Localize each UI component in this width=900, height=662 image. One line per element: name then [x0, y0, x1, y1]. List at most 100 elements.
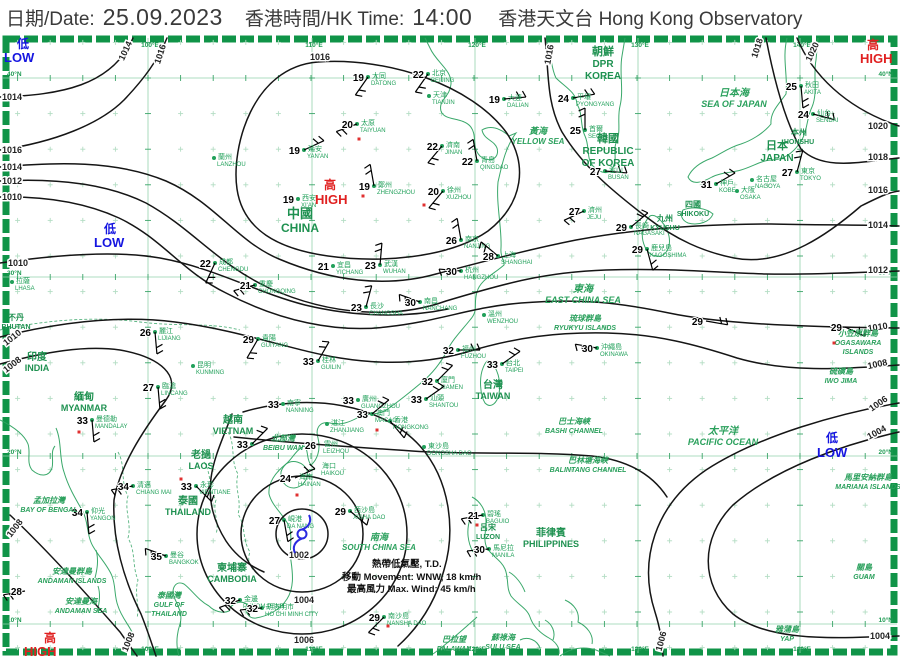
- svg-text:FUZHOU: FUZHOU: [461, 354, 486, 360]
- svg-text:BANGKOK: BANGKOK: [169, 560, 199, 566]
- svg-text:北京: 北京: [432, 68, 446, 77]
- svg-text:峴港: 峴港: [288, 514, 302, 523]
- svg-text:NAGASAKI: NAGASAKI: [634, 231, 665, 237]
- svg-text:YANGON: YANGON: [90, 516, 116, 522]
- svg-text:HANGZHOU: HANGZHOU: [464, 275, 498, 281]
- svg-text:曼谷: 曼谷: [170, 550, 184, 559]
- svg-text:28: 28: [11, 587, 23, 598]
- svg-text:LEIZHOU: LEIZHOU: [323, 449, 349, 455]
- isobar-value-1016: 1016: [542, 44, 555, 65]
- svg-text:22: 22: [427, 142, 439, 153]
- svg-text:XI'AN: XI'AN: [301, 203, 316, 209]
- svg-text:泰國灣: 泰國灣: [157, 591, 183, 600]
- svg-text:老撾: 老撾: [190, 448, 211, 461]
- svg-text:BEIBU WAN: BEIBU WAN: [263, 445, 304, 452]
- isobar-value-1010: 1010: [2, 192, 22, 202]
- svg-text:KAGOSHIMA: KAGOSHIMA: [650, 253, 686, 259]
- sea-label-ogasawara: 小笠原群島 OGASAWARA ISLANDS: [835, 329, 882, 356]
- svg-text:19: 19: [353, 73, 365, 84]
- svg-text:太平洋: 太平洋: [707, 425, 740, 437]
- date-value: 25.09.2023: [102, 4, 223, 30]
- svg-text:HONSHU: HONSHU: [784, 139, 814, 146]
- svg-text:24: 24: [280, 474, 292, 485]
- svg-text:SEOUL: SEOUL: [588, 134, 609, 140]
- svg-text:SHANTOU: SHANTOU: [429, 403, 458, 409]
- svg-text:SULU SEA: SULU SEA: [485, 644, 520, 651]
- svg-text:蘇祿海: 蘇祿海: [490, 633, 517, 642]
- svg-text:名古屋: 名古屋: [756, 174, 777, 183]
- svg-text:33: 33: [303, 357, 315, 368]
- country-label-shikoku: 四國 SHIKOKU: [677, 200, 709, 218]
- svg-text:OF KOREA: OF KOREA: [582, 158, 635, 169]
- svg-text:本州: 本州: [790, 127, 807, 137]
- svg-text:四國: 四國: [685, 200, 701, 209]
- svg-text:溫州: 溫州: [488, 309, 502, 318]
- svg-text:29: 29: [831, 323, 843, 334]
- isobar-value-1004: 1004: [294, 595, 314, 605]
- svg-text:大連: 大連: [508, 93, 522, 102]
- svg-text:30: 30: [446, 267, 458, 278]
- svg-text:北部灣: 北部灣: [271, 434, 297, 443]
- svg-text:拉薩: 拉薩: [16, 276, 30, 285]
- isobars: 1014 1016 1014 1012 1010 1010 1010 1008 1014 1016…: [0, 36, 900, 657]
- svg-text:40°N: 40°N: [878, 70, 893, 78]
- svg-text:日本海: 日本海: [719, 87, 751, 99]
- svg-text:29: 29: [632, 245, 644, 256]
- svg-text:22: 22: [200, 259, 212, 270]
- svg-text:33: 33: [411, 395, 423, 406]
- isobar-value-1016: 1016: [868, 185, 888, 195]
- svg-text:孟加拉灣: 孟加拉灣: [33, 496, 67, 505]
- svg-text:巴林塘海峽: 巴林塘海峽: [568, 456, 610, 465]
- svg-text:QINGDAO: QINGDAO: [480, 165, 509, 171]
- svg-text:SHANGHAI: SHANGHAI: [501, 260, 533, 266]
- svg-text:大阪: 大阪: [741, 185, 755, 194]
- svg-text:杭州: 杭州: [465, 265, 479, 274]
- svg-text:中國: 中國: [287, 206, 313, 221]
- svg-text:KOBE: KOBE: [719, 188, 736, 194]
- svg-text:DPR: DPR: [592, 59, 614, 70]
- svg-text:長崎: 長崎: [635, 221, 649, 230]
- svg-text:110°E: 110°E: [305, 645, 323, 653]
- svg-text:19: 19: [289, 146, 301, 157]
- svg-text:NANNING: NANNING: [286, 408, 314, 414]
- sea-label-mariana-islands: 馬里安納群島 MARIANA ISLANDS: [835, 473, 900, 491]
- svg-text:胡志明市: 胡志明市: [266, 602, 294, 611]
- svg-text:33: 33: [181, 482, 193, 493]
- svg-text:MANDALAY: MANDALAY: [95, 424, 128, 430]
- sea-label-andaman-islands: 安達曼群島 ANDAMAN ISLANDS: [37, 567, 107, 585]
- svg-text:HIGH: HIGH: [315, 192, 348, 207]
- svg-text:海南: 海南: [299, 472, 313, 481]
- svg-text:CHENGDU: CHENGDU: [218, 267, 248, 273]
- svg-text:27: 27: [590, 167, 602, 178]
- svg-text:CHONGQING: CHONGQING: [258, 289, 296, 295]
- svg-text:雷州: 雷州: [324, 440, 338, 448]
- svg-text:30°N: 30°N: [878, 269, 893, 277]
- svg-text:28: 28: [483, 252, 495, 263]
- svg-text:濟南: 濟南: [446, 140, 460, 149]
- svg-text:WUHAN: WUHAN: [383, 269, 406, 275]
- svg-text:NANJING: NANJING: [464, 244, 491, 250]
- svg-text:碧瑤: 碧瑤: [487, 509, 501, 518]
- svg-text:REPUBLIC: REPUBLIC: [582, 146, 633, 157]
- isobar-value-1006: 1006: [867, 394, 889, 414]
